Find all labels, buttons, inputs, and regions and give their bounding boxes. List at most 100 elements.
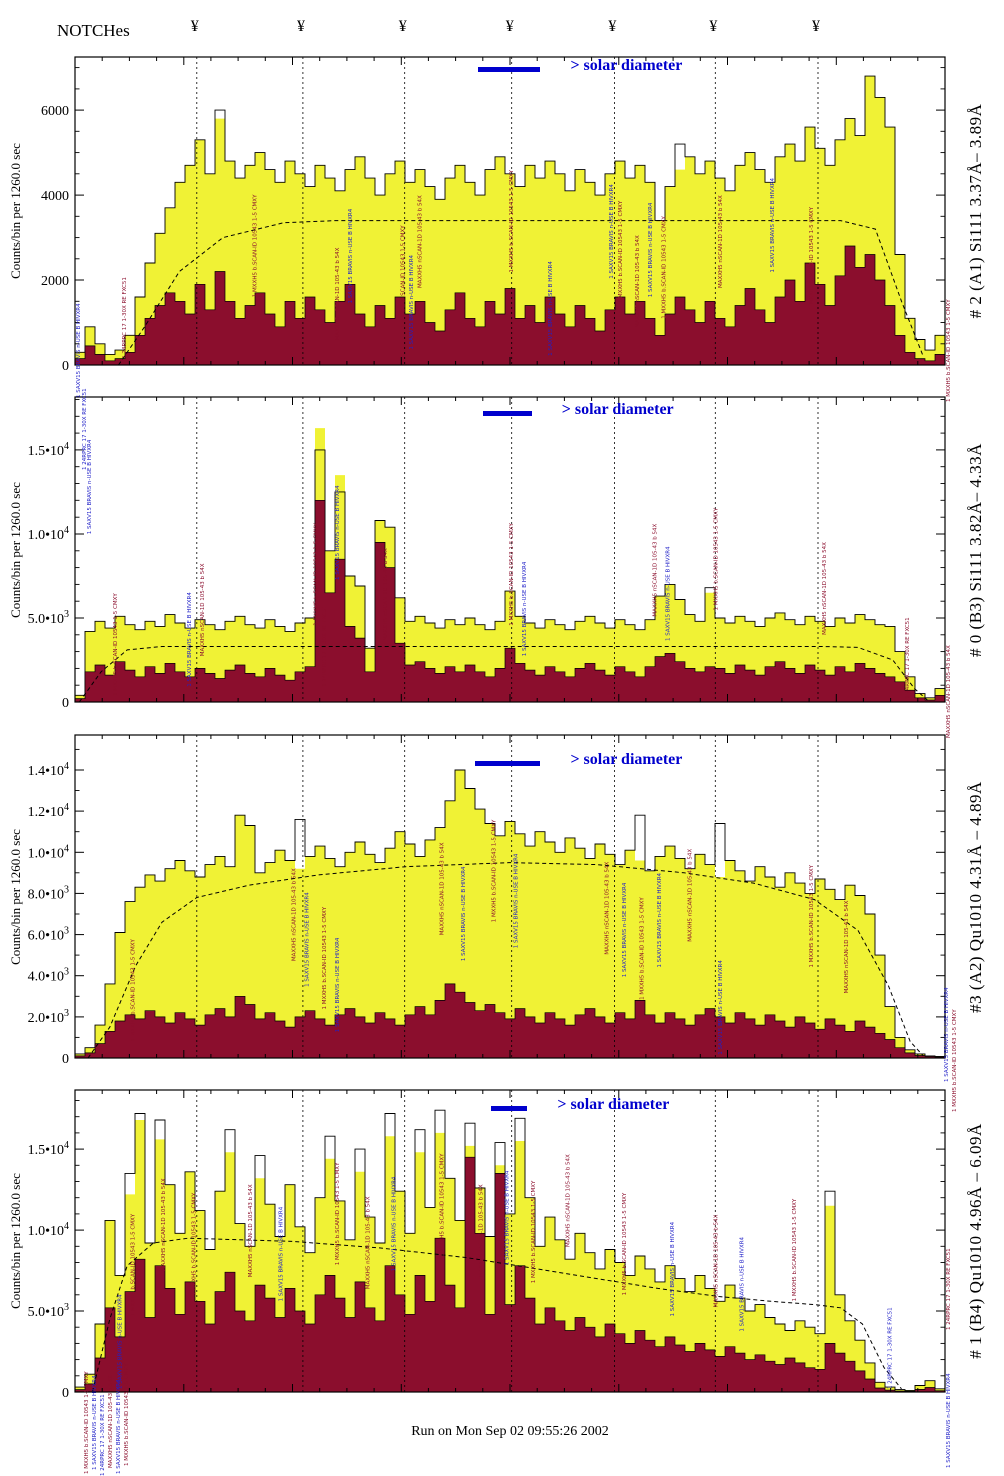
micro-annotation: 1 MXXH5 b.SCAN-ID 10543 1-5 CMXY [439,1153,445,1256]
run-caption: Run on Mon Sep 02 09:55:26 2002 [411,1424,609,1439]
micro-annotation: 1 MXXH5 b.SCAN-ID 10543 1-5 CMXY [809,206,815,309]
micro-annotation: 1 SAXV15 BRAVIS n-USE B HIVXR4 [718,960,724,1055]
panel-3: 0 5.0•103 1.0•104 1.5•104 1 SAXV15 BRAVIS n-… [28,1089,946,1401]
y-tick-label: 1.0•104 [28,525,69,543]
micro-annotation: MAXXH5 nSCAN-1D 105-43 b 54X [718,195,724,288]
micro-annotation: 1 MXXH5 b.SCAN-ID 10543 1-5 CMXY [335,1162,341,1265]
micro-annotation: 1 MXXH5 b.SCAN-ID 10543 1-5 CMXY [131,1213,137,1316]
outline-histogram [74,1109,946,1392]
micro-annotation: MAXXH5 nSCAN-1D 105-43 b 54X [161,1178,167,1271]
y-tick-label: 0 [62,696,69,711]
micro-annotation: MAXXH5 nSCAN-1D 105-43 b 54X [635,235,641,328]
y-tick-label: 4000 [41,189,69,204]
outer-annotation-5: 1 MXXH5 b.SCAN-ID 10543 1-5 CMXY [952,1009,958,1112]
micro-annotation: MAXXH5 nSCAN-1D 105-43 b 54X [566,1154,572,1247]
micro-annotation: MAXXH5 nSCAN-1D 105-43 b 54X [479,1184,485,1277]
micro-annotation: 1 SAXV15 BRAVIS n-USE B HIVXR4 [409,254,415,349]
outer-annotation-10: 1 SAXV15 BRAVIS n-USE B HIVXR4 [116,1379,122,1474]
solar-diameter-label-3: > solar diameter [557,1096,670,1113]
panel-0: 0 2000 4000 6000 1 24RPRC 17 1-30X RE FXC51 1… [41,56,946,374]
solar-diameter-bar-2 [475,761,541,766]
notches-title: NOTCHes [57,21,130,40]
y-tick-label: 1.4•104 [28,761,69,779]
micro-annotation: 1 SAXV15 BRAVIS n-USE B HIVXR4 [392,1176,398,1271]
micro-annotation: MAXXH5 nSCAN-1D 105-43 b 54X [200,563,206,656]
micro-annotation: 1 SAXV15 BRAVIS n-USE B HIVXR4 [335,937,341,1032]
micro-annotation: 1 MXXH5 b.SCAN-ID 10543 1-5 CMXY [661,216,667,319]
panel-right-label-2: #3 (A2) Qu1010 4.31Å – 4.89Å [966,780,985,1013]
model-curve [118,220,924,366]
micro-annotation: MAXXH5 nSCAN-1D 105-43 b 54X [335,247,341,340]
micro-annotation: 1 MXXH5 b.SCAN-ID 10543 1-5 CMXY [622,1192,628,1295]
micro-annotation: MAXXH5 nSCAN-1D 105-43 b 54X [418,195,424,288]
micro-annotation: MAXXH5 nSCAN-1D 105-43 b 54X [605,862,611,955]
notch-marker-2: ¥ [398,18,407,35]
micro-annotation: 1 SAXV15 BRAVIS n-USE B HIVXR4 [622,882,628,977]
micro-annotation: 1 SAXV15 BRAVIS n-USE B HIVXR4 [770,177,776,272]
solar-diameter-label-0: > solar diameter [570,57,683,74]
y-tick-label: 4.0•103 [28,967,69,985]
micro-annotation: 1 MXXH5 b.SCAN-ID 10543 1-5 CMXY [792,1198,798,1301]
y-tick-label: 2.0•103 [28,1008,69,1026]
notch-marker-0: ¥ [190,18,199,35]
micro-annotation: 1 SAXV15 BRAVIS n-USE B HIVXR4 [609,184,615,279]
outline-histogram [74,769,946,1058]
yellow-histogram [75,428,945,702]
micro-annotation: 1 SAXV15 BRAVIS n-USE B HIVXR4 [657,872,663,967]
outer-annotation-11: 1 MXXH5 b.SCAN-ID 10543 1-5 CMXY [124,1363,130,1466]
red-histogram [74,245,946,366]
outer-annotation-1: 1 MXXH5 b.SCAN-ID 10543 1-5 CMXY [946,299,952,402]
micro-annotation: 1 SAXV15 BRAVIS n-USE B HIVXR4 [740,1236,746,1331]
micro-annotation: MAXXH5 nSCAN-1D 105-43 b 54X [713,1214,719,1307]
micro-annotation: 1 SAXV15 BRAVIS n-USE B HIVXR4 [670,1221,676,1316]
micro-annotation: 1 SAXV15 BRAVIS n-USE B HIVXR4 [187,592,193,687]
outer-annotation-3: MAXXH5 nSCAN-1D 105-43 b 54X [946,645,952,738]
model-curve [91,1237,902,1393]
micro-annotation: 1 SAXV15 BRAVIS n-USE B HIVXR4 [666,546,672,641]
y-tick-label: 0 [62,1386,69,1401]
y-tick-label: 2000 [41,274,69,289]
outer-annotation-7: 1 SAXV15 BRAVIS n-USE B HIVXR4 [92,1375,98,1470]
micro-annotation: MAXXH5 nSCAN-1D 105-43 b 54X [687,849,693,942]
micro-annotation: 1 24RPRC 17 1-30X RE FXC51 [888,1307,894,1389]
micro-annotation: MAXXH5 nSCAN-1D 105-43 b 54X [822,542,828,635]
solar-diameter-label-1: > solar diameter [561,401,674,418]
y-tick-label: 1.5•104 [28,441,69,459]
panel-right-label-3: # 1 (B4) Qu1010 4.96Å – 6.09Å [966,1123,985,1359]
micro-annotation: 1 MXXH5 b.SCAN-ID 10543 1-5 CMXY [809,864,815,967]
micro-annotation: 1 MXXH5 b.SCAN-ID 10543 1-5 CMXY [400,225,406,328]
micro-annotation: 1 MXXH5 b.SCAN-ID 10543 1-5 CMXY [492,819,498,922]
micro-annotation: 1 MXXH5 b.SCAN-ID 10543 1-5 CMXY [252,194,258,297]
panel-right-label-0: # 2 (A1) Si111 3.37Å– 3.89Å [966,103,985,319]
micro-annotation: 1 SAXV15 BRAVIS n-USE B HIVXR4 [648,202,654,297]
micro-annotation: 1 SAXV15 BRAVIS n-USE B HIVXR4 [461,866,467,961]
y-axis-label-0: Counts/bin per 1260.0 sec [8,143,23,279]
outer-annotation-9: MAXXH5 nSCAN-1D 105-43 b 54X [108,1375,114,1468]
y-tick-label: 6.0•103 [28,926,69,944]
micro-annotation: MAXXH5 nSCAN-1D 105-43 b 54X [292,868,298,961]
outline-histogram [74,449,946,702]
red-histogram [74,499,946,703]
micro-annotation: 1 SAXV15 BRAVIS n-USE B HIVXR4 [348,208,354,303]
notch-marker-6: ¥ [811,18,820,35]
outer-annotation-0: 1 SAXV15 BRAVIS n-USE B HIVXR4 [76,303,82,398]
outer-annotation-4: 1 SAXV15 BRAVIS n-USE B HIVXR4 [944,987,950,1082]
notch-marker-3: ¥ [505,18,514,35]
y-tick-label: 5.0•103 [28,1302,69,1320]
micro-annotation: 1 24RPRC 17 1-30X RE FXC51 [905,617,911,699]
micro-annotation: 1 MXXH5 b.SCAN-ID 10543 1-5 CMXY [640,897,646,1000]
micro-annotation: MAXXH5 nSCAN-1D 105-43 b 54X [383,548,389,641]
model-curve [78,646,928,703]
solar-diameter-bar-1 [483,411,532,416]
micro-annotation: MAXXH5 nSCAN-1D 105-43 b 54X [248,1184,254,1277]
outer-annotation-12: 1 SAXV15 BRAVIS n-USE B HIVXR4 [946,1373,952,1468]
micro-annotation: 1 MXXH5 b.SCAN-ID 10543 1-5 CMXY [322,906,328,1009]
y-tick-label: 5.0•103 [28,609,69,627]
solar-diameter-label-2: > solar diameter [570,751,683,768]
notch-marker-5: ¥ [709,18,718,35]
solar-diameter-bar-0 [477,67,541,72]
panel-right-label-1: # 0 (B3) Si111 3.82Å– 4.33Å [966,442,985,657]
notch-marker-4: ¥ [608,18,617,35]
outline-histogram [74,75,946,365]
